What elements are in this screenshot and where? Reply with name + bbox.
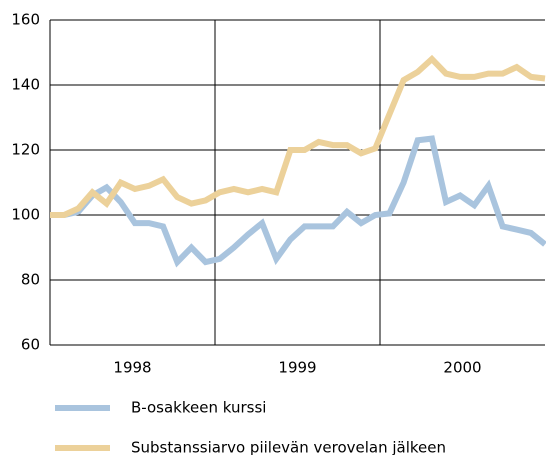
legend-label: B-osakkeen kurssi [131, 399, 266, 417]
y-tick-label: 80 [21, 271, 40, 289]
legend-label: Substanssiarvo piilevän verovelan jälkee… [131, 439, 446, 455]
y-tick-label: 60 [21, 336, 40, 354]
x-tick-label: 1998 [113, 359, 151, 377]
x-tick-label: 1999 [278, 359, 316, 377]
y-tick-label: 100 [11, 206, 40, 224]
x-tick-label: 2000 [443, 359, 481, 377]
y-tick-label: 160 [11, 11, 40, 29]
y-tick-label: 140 [11, 76, 40, 94]
line-series [50, 135, 546, 268]
line-series [50, 54, 546, 218]
y-tick-label: 120 [11, 141, 40, 159]
